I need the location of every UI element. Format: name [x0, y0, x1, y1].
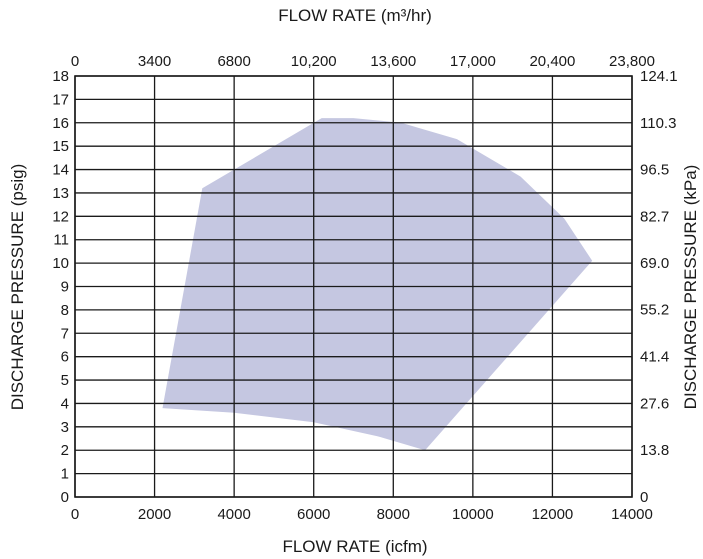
- y-tick-label: 9: [61, 279, 69, 296]
- y-tick-label: 3: [61, 419, 69, 436]
- gridlines: [74, 75, 633, 498]
- y-tick-label: 6: [61, 349, 69, 366]
- y2-tick-label: 55.2: [640, 302, 669, 319]
- y-tick-label: 2: [61, 442, 69, 459]
- y-tick-label: 14: [52, 162, 69, 179]
- x-axis-title-bottom: FLOW RATE (icfm): [282, 537, 427, 556]
- y-tick-label: 10: [52, 255, 69, 272]
- y-tick-label: 1: [61, 466, 69, 483]
- y-tick-label: 17: [52, 91, 69, 108]
- x-tick-label: 14000: [611, 506, 653, 523]
- y-tick-label: 16: [52, 115, 69, 132]
- x-tick-label: 6000: [297, 506, 330, 523]
- y2-tick-label: 27.6: [640, 395, 669, 412]
- y2-tick-label: 124.1: [640, 68, 678, 85]
- x2-tick-label: 6800: [217, 53, 250, 70]
- x2-tick-label: 13,600: [370, 53, 416, 70]
- x-tick-label: 2000: [138, 506, 171, 523]
- y2-tick-label: 13.8: [640, 442, 669, 459]
- y-tick-label: 0: [61, 489, 69, 506]
- x2-tick-label: 20,400: [529, 53, 575, 70]
- x-axis-title-top: FLOW RATE (m³/hr): [278, 6, 432, 25]
- operating-region: [162, 118, 593, 451]
- y-tick-label: 11: [53, 232, 69, 249]
- x2-tick-label: 0: [71, 53, 79, 70]
- y-tick-label: 8: [61, 302, 69, 319]
- y-tick-label: 18: [52, 68, 69, 85]
- y-tick-label: 4: [61, 395, 69, 412]
- x2-tick-label: 23,800: [609, 53, 655, 70]
- y2-tick-label: 41.4: [640, 349, 669, 366]
- x-tick-label: 0: [71, 506, 79, 523]
- y-tick-label: 12: [52, 208, 69, 225]
- x-tick-label: 12000: [532, 506, 574, 523]
- y-tick-label: 13: [52, 185, 69, 202]
- y2-tick-label: 0: [640, 489, 648, 506]
- y2-tick-label: 69.0: [640, 255, 669, 272]
- y2-tick-label: 96.5: [640, 162, 669, 179]
- y-tick-label: 7: [61, 325, 69, 342]
- y2-tick-label: 82.7: [640, 208, 669, 225]
- y-tick-label: 15: [52, 138, 69, 155]
- plot-frame: [74, 75, 633, 498]
- x-tick-label: 4000: [217, 506, 250, 523]
- x2-tick-label: 10,200: [291, 53, 337, 70]
- y2-tick-label: 110.3: [640, 115, 676, 132]
- x-tick-label: 10000: [452, 506, 494, 523]
- y-axis-title-left: DISCHARGE PRESSURE (psig): [8, 164, 27, 411]
- x-tick-label: 8000: [377, 506, 410, 523]
- x2-tick-label: 17,000: [450, 53, 496, 70]
- y-axis-title-right: DISCHARGE PRESSURE (kPa): [681, 165, 700, 410]
- y-tick-label: 5: [61, 372, 69, 389]
- operating-region-layer: [162, 118, 593, 451]
- x2-tick-label: 3400: [138, 53, 171, 70]
